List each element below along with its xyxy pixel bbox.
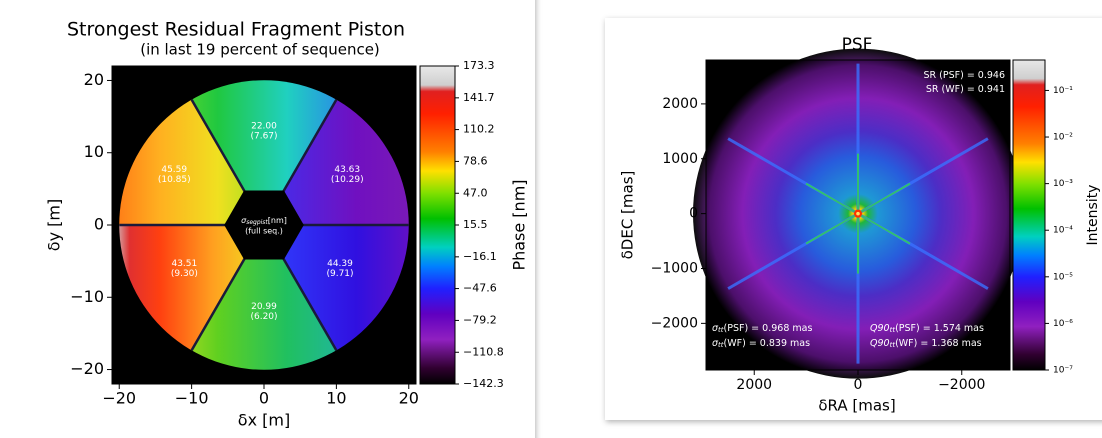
y-tick-label: −1000 (651, 260, 698, 276)
y-tick-label: 0 (689, 206, 698, 222)
symbol: σ (712, 323, 719, 334)
segment-value: 44.39 (327, 259, 353, 269)
colorbar (419, 65, 456, 385)
colorbar-tick-label: −16.1 (463, 250, 497, 263)
subscript: tt (718, 341, 724, 349)
spike-core (805, 212, 859, 245)
colorbar-tick-label: 10⁻⁵ (1053, 272, 1073, 282)
colorbar-tick-label: −79.2 (463, 313, 497, 326)
center-label: σsegpist[nm] (241, 216, 287, 226)
segment-value: 45.59 (161, 165, 187, 175)
segment-error: (6.20) (250, 312, 277, 322)
y-axis-label: δy [m] (45, 199, 64, 251)
annotation-text: (WF) = 0.839 mas (724, 338, 811, 349)
chart-title: Strongest Residual Fragment Piston (67, 19, 405, 41)
y-tick-label: 10 (84, 142, 104, 161)
colorbar-tick-label: 110.2 (463, 123, 495, 136)
x-axis-label: δx [m] (238, 411, 290, 430)
y-tick-label: 20 (84, 70, 104, 89)
x-tick-label: 2000 (736, 377, 772, 393)
annotation-text: SR (WF) = 0.941 (926, 84, 1005, 95)
colorbar-tick-label: 78.6 (463, 154, 488, 167)
colorbar-tick-label: −110.8 (463, 345, 504, 358)
symbol: σ (712, 338, 719, 349)
annotation-text: (PSF) = 1.574 mas (895, 323, 984, 334)
label-text: [nm] (268, 216, 287, 225)
y-tick-label: 0 (94, 215, 104, 234)
annotation: SR (PSF) = 0.946 (924, 70, 1005, 81)
x-tick-label: −20 (102, 389, 136, 408)
symbol: Q90 (870, 323, 890, 334)
segment (148, 80, 380, 225)
colorbar-tick-label: −47.6 (463, 282, 497, 295)
y-tick-label: −20 (70, 359, 104, 378)
subscript: tt (890, 326, 896, 334)
x-tick-label: 0 (259, 389, 269, 408)
symbol: Q90 (870, 338, 890, 349)
annotation: Q90tt(WF) = 1.368 mas (870, 338, 982, 350)
colorbar-tick-label: 10⁻² (1053, 133, 1073, 143)
y-axis-label: δDEC [mas] (619, 171, 637, 260)
central-obscuration (224, 190, 304, 260)
subscript: tt (890, 341, 896, 349)
segment-value: 43.63 (334, 165, 360, 175)
segment-error: (9.71) (326, 269, 353, 279)
annotation: Q90tt(PSF) = 1.574 mas (870, 323, 984, 335)
annotation: σtt(PSF) = 0.968 mas (712, 323, 812, 335)
colorbar-tick-label: 141.7 (463, 91, 495, 104)
segment (148, 225, 380, 370)
y-tick-label: 2000 (662, 96, 698, 112)
segment-error: (10.85) (158, 175, 191, 185)
symbol: σ (241, 216, 247, 225)
segment-error: (7.67) (250, 132, 277, 142)
annotation: SR (WF) = 0.941 (926, 84, 1005, 95)
x-tick-label: 20 (399, 389, 419, 408)
colorbar (1012, 59, 1046, 371)
pupil-image (112, 66, 416, 384)
y-tick-label: 1000 (662, 151, 698, 167)
x-tick-label: −2000 (938, 377, 985, 393)
colorbar-tick-label: 10⁻⁶ (1053, 319, 1073, 329)
x-tick-label: 0 (854, 377, 863, 393)
annotation-text: (WF) = 1.368 mas (895, 338, 982, 349)
annotation: σtt(WF) = 0.839 mas (712, 338, 810, 350)
segment-value: 43.51 (171, 259, 197, 269)
spike-core (857, 212, 911, 245)
y-tick-label: −2000 (651, 315, 698, 331)
psf-peak (856, 211, 860, 216)
spike-core (805, 182, 859, 215)
colorbar-tick-label: 47.0 (463, 186, 488, 199)
subscript: segpist (246, 219, 268, 226)
segment-error: (10.29) (331, 175, 364, 185)
segment-value: 20.99 (251, 302, 277, 312)
subscript: tt (718, 326, 724, 334)
colorbar-label: Phase [nm] (510, 179, 529, 270)
segment-error: (9.30) (171, 269, 198, 279)
center-note: (full seq.) (245, 227, 283, 236)
chart-subtitle: (in last 19 percent of sequence) (140, 41, 380, 59)
colorbar-tick-label: 10⁻⁷ (1053, 366, 1073, 376)
y-tick-label: −10 (70, 287, 104, 306)
x-tick-label: −10 (175, 389, 209, 408)
colorbar-tick-label: −142.3 (463, 377, 504, 390)
colorbar-tick-label: 10⁻⁴ (1053, 226, 1073, 236)
colorbar-tick-label: 10⁻¹ (1053, 86, 1073, 96)
colorbar-tick-label: 15.5 (463, 218, 488, 231)
segment-value: 22.00 (251, 122, 277, 132)
spike-core (857, 182, 911, 215)
colorbar-tick-label: 173.3 (463, 59, 495, 72)
x-tick-label: 10 (326, 389, 346, 408)
colorbar-tick-label: 10⁻³ (1053, 179, 1073, 189)
psf-image (693, 48, 1023, 379)
colorbar-label: Intensity (1085, 185, 1101, 246)
x-axis-label: δRA [mas] (818, 397, 895, 415)
annotation-text: (PSF) = 0.968 mas (724, 323, 813, 334)
chart-title: PSF (842, 35, 873, 55)
annotation-text: SR (PSF) = 0.946 (924, 70, 1005, 81)
